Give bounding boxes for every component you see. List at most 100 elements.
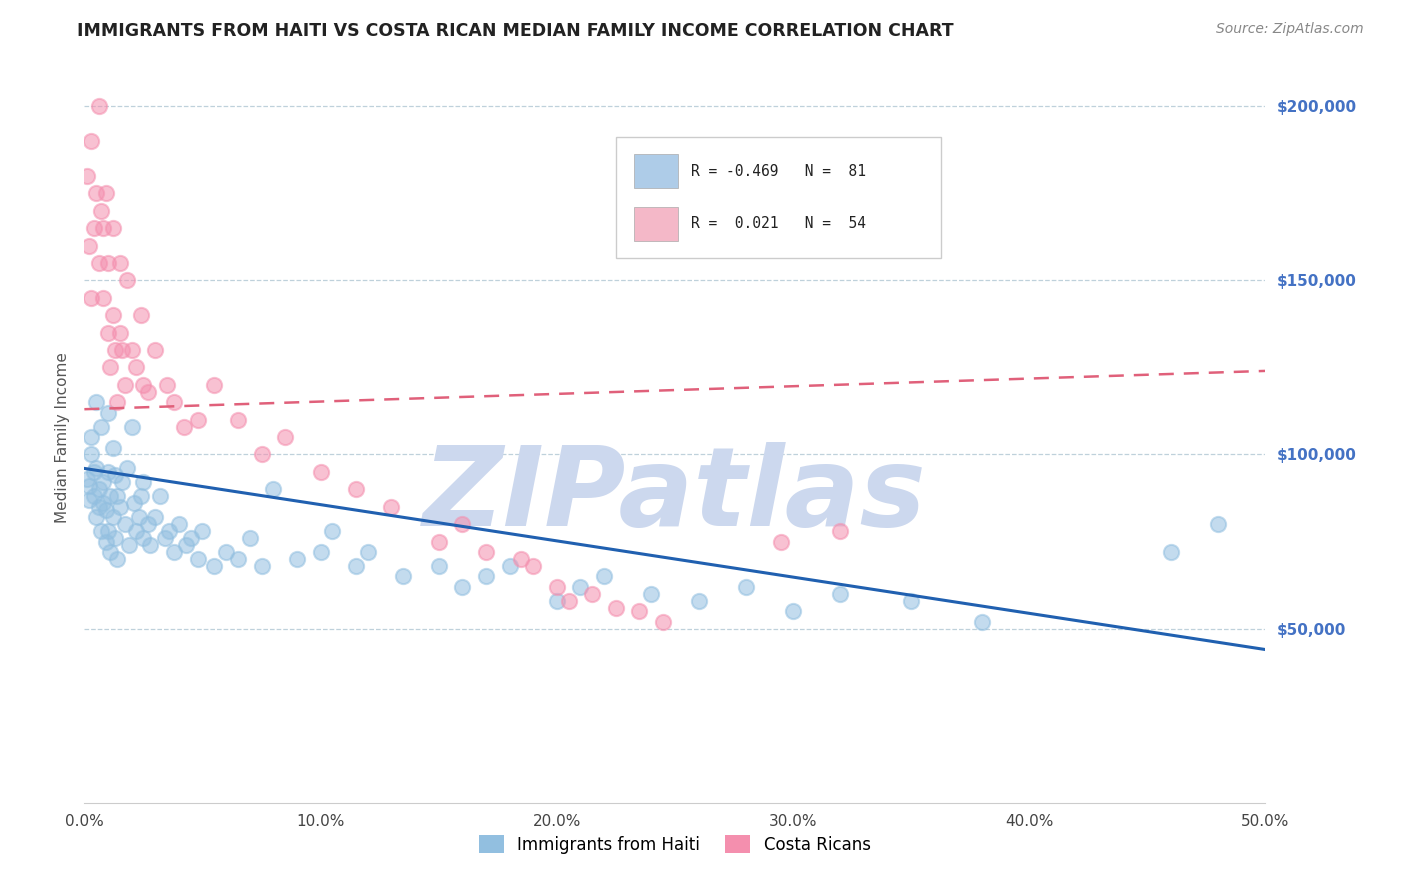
Point	[309, 465, 332, 479]
Point	[108, 326, 131, 340]
Point	[118, 538, 141, 552]
Point	[498, 558, 520, 573]
Point	[167, 517, 190, 532]
Point	[546, 580, 568, 594]
Point	[451, 517, 474, 532]
Point	[98, 360, 121, 375]
Text: Source: ZipAtlas.com: Source: ZipAtlas.com	[1216, 22, 1364, 37]
Point	[114, 517, 136, 532]
Point	[163, 545, 186, 559]
Point	[91, 475, 114, 490]
Point	[226, 412, 249, 426]
Point	[522, 558, 544, 573]
Text: IMMIGRANTS FROM HAITI VS COSTA RICAN MEDIAN FAMILY INCOME CORRELATION CHART: IMMIGRANTS FROM HAITI VS COSTA RICAN MED…	[77, 22, 953, 40]
Point	[309, 545, 332, 559]
Point	[104, 531, 127, 545]
Point	[344, 483, 367, 497]
Point	[122, 496, 145, 510]
Point	[157, 524, 180, 538]
Point	[143, 343, 166, 357]
Point	[129, 308, 152, 322]
Point	[104, 343, 127, 357]
Point	[357, 545, 380, 559]
Point	[392, 569, 415, 583]
Point	[80, 448, 103, 462]
Point	[139, 538, 162, 552]
Point	[344, 558, 367, 573]
Point	[77, 492, 100, 507]
Point	[94, 186, 117, 201]
Point	[83, 465, 105, 479]
Point	[628, 604, 651, 618]
Point	[1206, 517, 1229, 532]
Point	[83, 221, 105, 235]
Point	[202, 377, 225, 392]
Point	[97, 406, 120, 420]
Point	[136, 384, 159, 399]
Point	[111, 343, 134, 357]
Point	[115, 273, 138, 287]
Point	[734, 580, 756, 594]
Point	[380, 500, 402, 514]
Point	[80, 291, 103, 305]
Point	[84, 395, 107, 409]
Bar	[634, 207, 678, 241]
Point	[107, 552, 129, 566]
Point	[94, 534, 117, 549]
Point	[250, 558, 273, 573]
Point	[557, 594, 579, 608]
Point	[129, 489, 152, 503]
Point	[239, 531, 262, 545]
Point	[174, 538, 197, 552]
Point	[87, 256, 110, 270]
FancyBboxPatch shape	[616, 137, 941, 258]
Point	[132, 377, 155, 392]
Point	[173, 419, 195, 434]
Point	[640, 587, 662, 601]
Point	[111, 475, 134, 490]
Point	[451, 580, 474, 594]
Point	[84, 510, 107, 524]
Point	[510, 552, 533, 566]
Bar	[634, 154, 678, 188]
Point	[94, 503, 117, 517]
Point	[97, 326, 120, 340]
Point	[90, 524, 112, 538]
Point	[215, 545, 238, 559]
Point	[187, 552, 209, 566]
Point	[187, 412, 209, 426]
Point	[115, 461, 138, 475]
Point	[91, 496, 114, 510]
Point	[80, 134, 103, 148]
Point	[652, 615, 675, 629]
Text: ZIPatlas: ZIPatlas	[423, 442, 927, 549]
Point	[98, 489, 121, 503]
Point	[87, 483, 110, 497]
Point	[770, 534, 793, 549]
Point	[191, 524, 214, 538]
Y-axis label: Median Family Income: Median Family Income	[55, 351, 70, 523]
Point	[128, 510, 150, 524]
Point	[108, 500, 131, 514]
Point	[104, 468, 127, 483]
Point	[114, 377, 136, 392]
Point	[98, 545, 121, 559]
Point	[427, 534, 450, 549]
Point	[132, 531, 155, 545]
Point	[97, 524, 120, 538]
Point	[782, 604, 804, 618]
Point	[581, 587, 603, 601]
Point	[475, 569, 498, 583]
Point	[97, 256, 120, 270]
Text: R =  0.021   N =  54: R = 0.021 N = 54	[690, 216, 866, 231]
Point	[107, 489, 129, 503]
Point	[262, 483, 284, 497]
Point	[970, 615, 993, 629]
Point	[605, 600, 627, 615]
Point	[153, 531, 176, 545]
Point	[90, 419, 112, 434]
Point	[84, 461, 107, 475]
Point	[83, 489, 105, 503]
Legend: Immigrants from Haiti, Costa Ricans: Immigrants from Haiti, Costa Ricans	[472, 829, 877, 860]
Point	[569, 580, 592, 594]
